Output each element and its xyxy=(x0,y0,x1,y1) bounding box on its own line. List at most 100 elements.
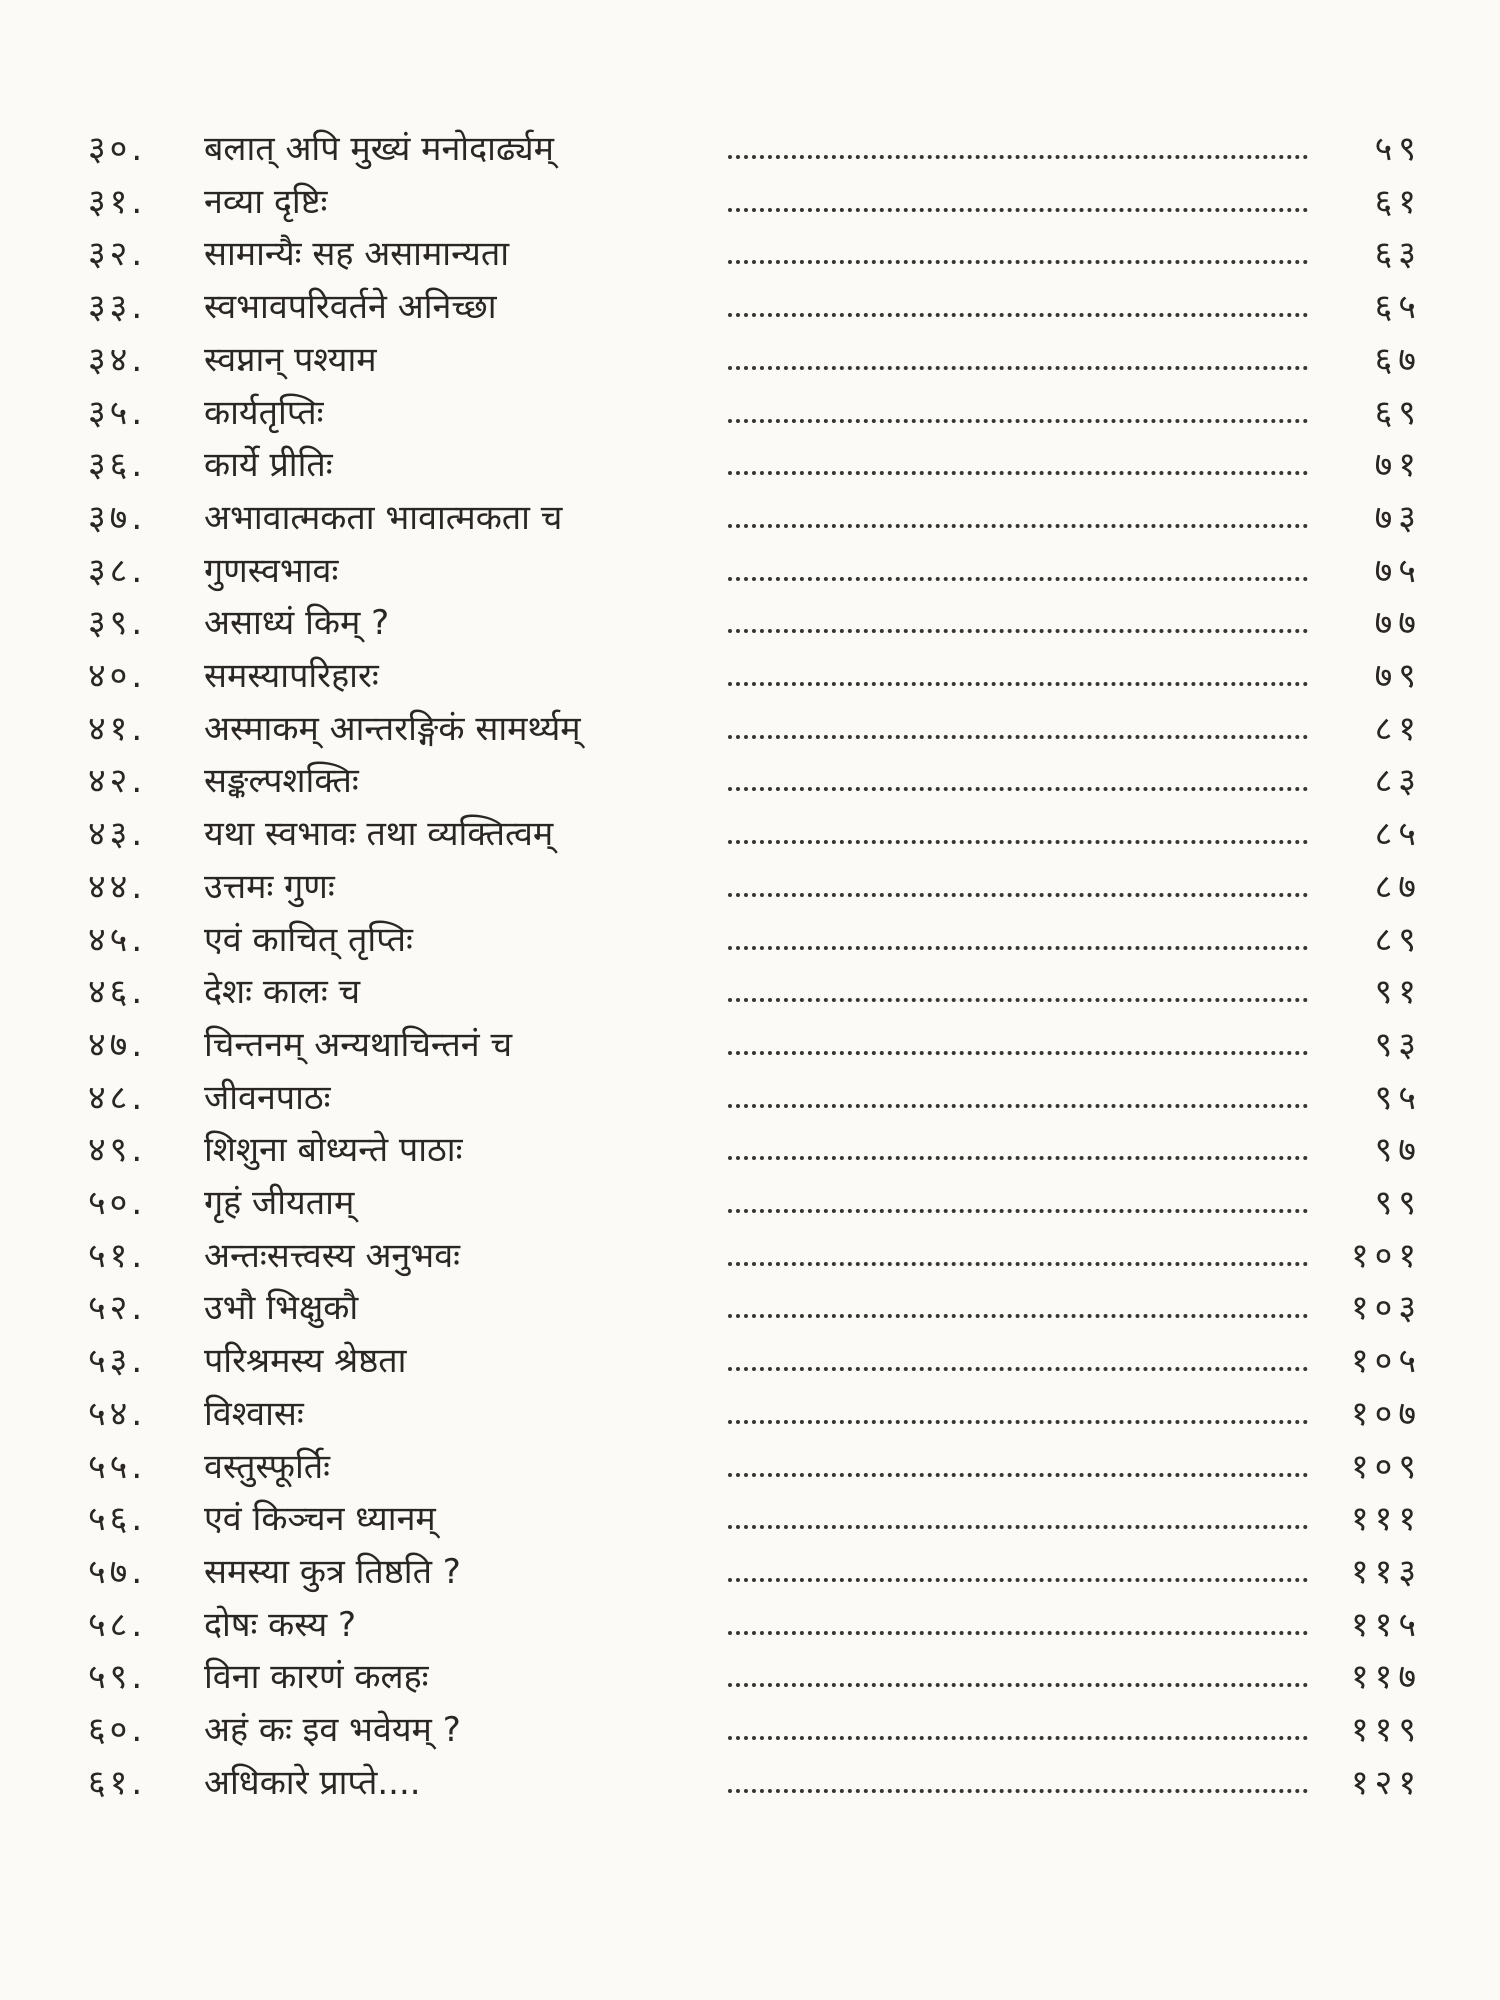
dot-leader xyxy=(728,207,1308,212)
entry-page-number: ७५ xyxy=(1374,550,1422,591)
toc-entry: ५६. एवं किञ्चन ध्यानम् १११ xyxy=(0,1491,1500,1543)
dot-leader xyxy=(728,155,1308,159)
entry-page-number: १०१ xyxy=(1350,1235,1422,1276)
dot-leader xyxy=(728,1736,1308,1740)
entry-page-number: १११ xyxy=(1350,1499,1422,1540)
entry-number: ३१. xyxy=(88,181,147,222)
entry-page-number: ११३ xyxy=(1350,1551,1422,1592)
entry-page-number: ८७ xyxy=(1374,866,1422,907)
entry-title: यथा स्वभावः तथा व्यक्तित्वम् xyxy=(204,814,554,855)
dot-leader xyxy=(728,1788,1308,1793)
dot-leader xyxy=(728,734,1308,739)
toc-entry: ५८. दोषः कस्य ? ११५ xyxy=(0,1597,1500,1649)
toc-entry: ४१. अस्माकम् आन्तरङ्गिकं सामर्थ्यम् ८१ xyxy=(0,701,1500,753)
entry-number: ५९. xyxy=(88,1657,147,1698)
dot-leader xyxy=(728,840,1308,845)
entry-number: ५१. xyxy=(88,1235,147,1276)
entry-number: ४३. xyxy=(88,814,147,855)
entry-page-number: ११७ xyxy=(1350,1657,1422,1698)
entry-title: कार्यतृप्तिः xyxy=(204,392,324,433)
entry-number: ४४. xyxy=(88,866,147,907)
dot-leader xyxy=(728,1525,1308,1530)
entry-number: ४८. xyxy=(88,1077,147,1118)
entry-number: ५७. xyxy=(88,1551,147,1592)
entry-number: ६१. xyxy=(88,1762,147,1803)
entry-number: ५०. xyxy=(88,1183,147,1223)
entry-title: विश्वासः xyxy=(204,1393,304,1434)
dot-leader xyxy=(728,260,1308,265)
entry-title: अस्माकम् आन्तरङ्गिकं सामर्थ्यम् xyxy=(204,708,581,749)
toc-entry: ४७. चिन्तनम् अन्यथाचिन्तनं च ९३ xyxy=(0,1017,1500,1069)
entry-number: ४९. xyxy=(88,1130,147,1171)
toc-entry: ६१. अधिकारे प्राप्ते.... १२१ xyxy=(0,1755,1500,1807)
dot-leader xyxy=(728,892,1308,897)
entry-page-number: ५९ xyxy=(1374,129,1422,169)
entry-number: ३६. xyxy=(88,445,147,486)
entry-page-number: ११५ xyxy=(1350,1604,1422,1645)
entry-page-number: ६१ xyxy=(1374,181,1422,222)
entry-page-number: ९५ xyxy=(1374,1077,1422,1118)
dot-leader xyxy=(728,629,1308,634)
entry-title: वस्तुस्फूर्तिः xyxy=(204,1446,331,1487)
entry-title: उत्तमः गुणः xyxy=(204,866,335,907)
entry-number: ४५. xyxy=(88,919,147,960)
entry-title: समस्यापरिहारः xyxy=(204,656,379,696)
entry-page-number: ६५ xyxy=(1374,287,1422,328)
entry-title: असाध्यं किम् ? xyxy=(204,603,390,644)
dot-leader xyxy=(728,945,1308,950)
entry-number: ३४. xyxy=(88,339,147,380)
dot-leader xyxy=(728,1472,1308,1477)
toc-entry: ३२. सामान्यैः सह असामान्यता ६३ xyxy=(0,226,1500,278)
dot-leader xyxy=(728,1103,1308,1108)
entry-title: गृहं जीयताम् xyxy=(204,1183,355,1223)
entry-number: ४७. xyxy=(88,1024,147,1065)
toc-entry: ३०. बलात् अपि मुख्यं मनोदार्ढ्यम् ५९ xyxy=(0,121,1500,173)
entry-page-number: ८९ xyxy=(1374,919,1422,960)
entry-page-number: ६७ xyxy=(1374,339,1422,380)
dot-leader xyxy=(728,1156,1308,1161)
dot-leader xyxy=(728,1683,1308,1688)
entry-page-number: ८५ xyxy=(1374,814,1422,855)
entry-page-number: ९१ xyxy=(1374,972,1422,1013)
entry-title: समस्या कुत्र तिष्ठति ? xyxy=(204,1551,461,1592)
dot-leader xyxy=(728,1367,1308,1372)
entry-number: ४०. xyxy=(88,656,147,696)
entry-page-number: ११९ xyxy=(1350,1710,1422,1750)
toc-entry: ४८. जीवनपाठः ९५ xyxy=(0,1070,1500,1122)
toc-entry: ५२. उभौ भिक्षुकौ १०३ xyxy=(0,1280,1500,1332)
entry-page-number: ७९ xyxy=(1374,656,1422,696)
entry-title: चिन्तनम् अन्यथाचिन्तनं च xyxy=(204,1024,513,1065)
entry-number: ३८. xyxy=(88,550,147,591)
entry-title: स्वप्नान् पश्याम xyxy=(204,339,377,380)
toc-entry: ५४. विश्वासः १०७ xyxy=(0,1386,1500,1438)
dot-leader xyxy=(728,313,1308,318)
entry-page-number: ७७ xyxy=(1374,603,1422,644)
entry-number: ३२. xyxy=(88,234,147,275)
entry-title: गुणस्वभावः xyxy=(204,550,339,591)
dot-leader xyxy=(728,576,1308,581)
entry-page-number: १०५ xyxy=(1350,1341,1422,1382)
entry-page-number: ७१ xyxy=(1374,445,1422,486)
dot-leader xyxy=(728,1050,1308,1055)
toc-entry: ४५. एवं काचित् तृप्तिः ८९ xyxy=(0,912,1500,964)
toc-entry: ५९. विना कारणं कलहः ११७ xyxy=(0,1649,1500,1701)
entry-number: ३३. xyxy=(88,287,147,328)
entry-number: ६०. xyxy=(88,1710,147,1750)
entry-title: देशः कालः च xyxy=(204,972,361,1013)
entry-page-number: १०३ xyxy=(1350,1288,1422,1329)
entry-number: ३५. xyxy=(88,392,147,433)
dot-leader xyxy=(728,1261,1308,1266)
entry-number: ५२. xyxy=(88,1288,147,1329)
dot-leader xyxy=(728,523,1308,528)
entry-number: ५४. xyxy=(88,1393,147,1434)
toc-entry: ३३. स्वभावपरिवर्तने अनिच्छा ६५ xyxy=(0,279,1500,331)
entry-page-number: ९९ xyxy=(1374,1183,1422,1223)
entry-title: अभावात्मकता भावात्मकता च xyxy=(204,497,563,538)
entry-title: उभौ भिक्षुकौ xyxy=(204,1288,359,1329)
entry-page-number: ८३ xyxy=(1374,761,1422,802)
entry-page-number: ९७ xyxy=(1374,1130,1422,1171)
dot-leader xyxy=(728,418,1308,423)
entry-number: ५६. xyxy=(88,1499,147,1540)
toc-entry: ५७. समस्या कुत्र तिष्ठति ? ११३ xyxy=(0,1544,1500,1596)
toc-entry: ३८. गुणस्वभावः ७५ xyxy=(0,543,1500,595)
